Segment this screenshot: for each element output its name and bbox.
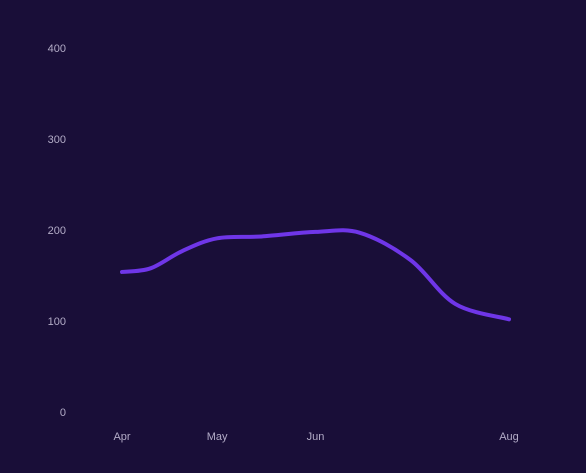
data-point — [314, 230, 318, 234]
data-point — [215, 236, 219, 240]
data-point — [409, 258, 413, 262]
x-tick-label-aug: Aug — [499, 431, 519, 443]
y-tick-label-0: 0 — [60, 407, 66, 419]
y-axis: 0 100 200 300 400 — [48, 43, 66, 419]
data-point — [358, 231, 362, 235]
data-point — [120, 270, 124, 274]
data-point — [260, 234, 264, 238]
data-point — [507, 317, 511, 321]
x-axis: Apr May Jun Aug — [113, 431, 518, 443]
x-tick-label-apr: Apr — [113, 431, 130, 443]
y-tick-label-400: 400 — [48, 43, 66, 55]
data-point — [180, 249, 184, 253]
series-line-0 — [120, 228, 511, 322]
series-layer — [120, 228, 511, 322]
data-point — [149, 266, 153, 270]
y-tick-label-300: 300 — [48, 134, 66, 146]
data-point — [453, 302, 457, 306]
y-tick-label-100: 100 — [48, 316, 66, 328]
y-tick-label-200: 200 — [48, 225, 66, 237]
x-tick-label-may: May — [207, 431, 228, 443]
x-tick-label-jun: Jun — [307, 431, 325, 443]
